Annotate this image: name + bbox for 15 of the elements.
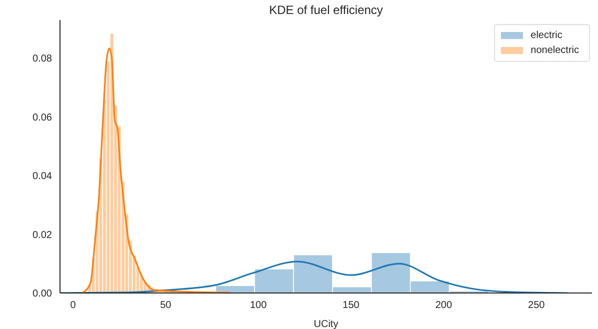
x-tick-label: 150	[342, 300, 360, 312]
x-tick-label: 200	[435, 300, 452, 312]
y-tick-label: 0.06	[32, 112, 52, 124]
x-tick-label: 50	[160, 300, 172, 312]
legend-label: nonelectric	[530, 45, 579, 56]
y-tick-label: 0.08	[32, 54, 52, 65]
x-tick-label: 100	[250, 300, 268, 312]
y-tick-label: 0.04	[32, 171, 52, 182]
y-tick-label: 0.02	[32, 230, 52, 241]
chart-title: KDE of fuel efficiency	[268, 3, 384, 17]
x-tick-label: 0	[70, 300, 76, 312]
x-tick-label: 250	[528, 300, 546, 312]
legend-label: electric	[530, 30, 562, 41]
x-axis-title: UCity	[314, 319, 338, 329]
y-tick-label: 0.00	[32, 288, 52, 300]
